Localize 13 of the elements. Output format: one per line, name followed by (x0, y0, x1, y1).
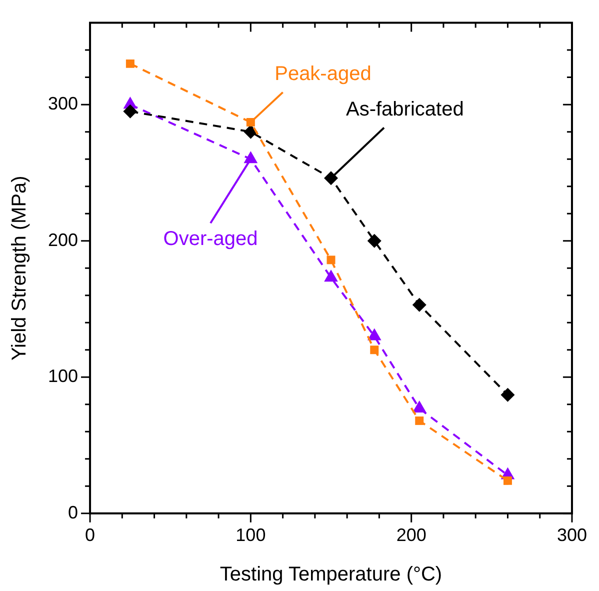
y-tick-label: 300 (48, 94, 78, 114)
series-label: Over-aged (163, 228, 258, 250)
y-tick-label: 200 (48, 230, 78, 250)
x-tick-label: 0 (85, 525, 96, 546)
y-tick-label: 0 (68, 502, 78, 522)
x-axis-title: Testing Temperature (°C) (220, 564, 442, 586)
text: As-fabricated (346, 98, 464, 121)
x-tick-label: 300 (556, 525, 588, 546)
series-label: Peak-aged (274, 63, 372, 86)
x-tick-label: 100 (236, 525, 266, 546)
y-axis-title: Yield Strength (MPa) (8, 176, 31, 361)
x-tick-label: 200 (396, 525, 426, 546)
y-tick-label: 100 (48, 366, 78, 386)
